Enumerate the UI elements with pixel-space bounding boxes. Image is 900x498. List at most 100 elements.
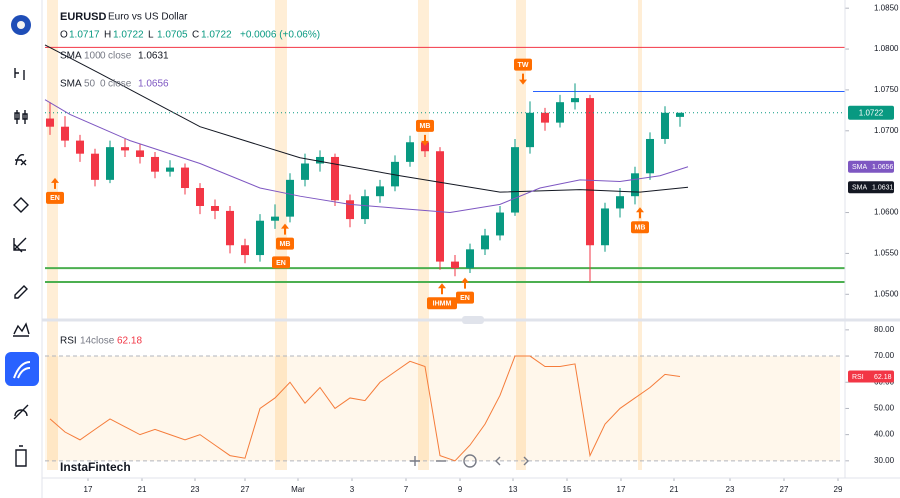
y-tick-label: 30.00 [874, 456, 895, 465]
indicator-value: 1.0631 [138, 51, 169, 62]
candle-body [466, 249, 474, 269]
candle-body [496, 212, 504, 236]
candle-body [421, 142, 429, 152]
tool-icon[interactable] [13, 322, 30, 337]
y-tick-label: 70.00 [874, 351, 895, 360]
last-price-badge [848, 105, 894, 120]
annotation-box [272, 256, 290, 269]
annotation-arrow [421, 134, 429, 146]
active-tool[interactable] [5, 352, 39, 386]
x-tick-label: 21 [138, 485, 147, 494]
tool-icon[interactable] [13, 237, 27, 253]
annotation-label: MB [280, 241, 291, 248]
annotation-box [276, 237, 294, 250]
candle-body [121, 147, 129, 151]
candle-body [646, 138, 654, 174]
x-tick-label: 13 [509, 485, 518, 494]
annotation-arrow [281, 223, 289, 235]
rsi-badge-value: 62.18 [874, 374, 892, 381]
tool-icon[interactable] [13, 404, 29, 420]
candle-body [241, 245, 249, 256]
candle-body [376, 186, 384, 197]
tool-icon[interactable] [14, 285, 28, 299]
candle-body [211, 206, 219, 211]
annotation-arrow [636, 207, 644, 219]
description: Euro vs US Dollar [108, 12, 188, 23]
candle-body [226, 210, 234, 246]
scroll-left[interactable] [495, 456, 501, 466]
candle-body [391, 161, 399, 187]
x-tick-label: 9 [458, 485, 463, 494]
tool-icon[interactable] [15, 154, 27, 166]
annotation-box [427, 297, 457, 310]
symbol: EURUSD [60, 11, 107, 23]
annotation-label: TW [518, 62, 529, 69]
sma-badge-name: SMA [852, 164, 868, 171]
sma-badge-name: SMA [852, 185, 868, 192]
annotation-label: EN [50, 195, 60, 202]
candle-body [76, 140, 84, 154]
ohlc-value: 1.0717 [69, 30, 100, 41]
annotation-arrow [461, 277, 469, 289]
scroll-right[interactable] [523, 456, 529, 466]
sma-badge [848, 181, 894, 194]
ohlc-value: 1.0722 [113, 30, 144, 41]
candle-body [61, 126, 69, 141]
rsi-line [49, 355, 681, 462]
tool-icon[interactable] [14, 110, 28, 124]
candle-body [256, 220, 264, 256]
candle-body [286, 179, 294, 217]
indicator-name: SMA [60, 51, 82, 62]
zoom-in[interactable] [410, 456, 420, 466]
candle-body [451, 261, 459, 269]
ohlc-key: C [192, 30, 199, 41]
candle-body [136, 150, 144, 157]
candle-body [196, 188, 204, 207]
price-change: +0.0006 (+0.06%) [240, 30, 320, 41]
candle-body [151, 156, 159, 172]
annotation-box [631, 221, 649, 234]
pane-grip[interactable] [462, 316, 484, 324]
annotation-box [46, 191, 64, 204]
x-tick-label: 17 [84, 485, 93, 494]
candle-body [661, 112, 669, 139]
candle-body [166, 167, 174, 172]
candle-body [616, 196, 624, 209]
sma-line [44, 44, 689, 193]
candle-body [601, 208, 609, 246]
plot: 1.0850 1.0800 1.0750 1.0700 1.0600 1.0550 1.05… [44, 0, 899, 494]
indicator-param: 50 [84, 79, 96, 90]
indicator-value: 62.18 [117, 336, 142, 347]
candle-body [271, 216, 279, 221]
y-tick-label: 1.0550 [874, 249, 899, 258]
indicator-name: RSI [60, 336, 77, 347]
candle-body [571, 98, 579, 103]
candle-body [316, 156, 324, 164]
tool-icon[interactable] [14, 68, 25, 80]
y-tick-label: 1.0700 [874, 126, 899, 135]
annotation-arrow [438, 283, 446, 295]
candle-body [526, 112, 534, 148]
candle-body [46, 118, 54, 127]
x-tick-label: 27 [241, 485, 250, 494]
indicator-source: close [108, 51, 132, 62]
candle-body [481, 235, 489, 250]
annotation-label: MB [420, 123, 431, 130]
highlight-band [638, 0, 642, 470]
watermark: InstaFintech [60, 460, 131, 474]
sma-badge-value: 1.0631 [872, 185, 894, 192]
candle-body [676, 112, 684, 117]
x-tick-label: Mar [291, 485, 305, 494]
indicator-source: close [108, 79, 132, 90]
candle-body [331, 156, 339, 201]
candle-body [556, 102, 564, 123]
tool-icon[interactable] [13, 197, 29, 213]
ohlc-key: H [104, 30, 111, 41]
tool-icon[interactable] [15, 445, 27, 467]
y-tick-label: 1.0500 [874, 289, 899, 298]
indicator-value: 1.0656 [138, 79, 169, 90]
toolbar-bg [0, 0, 42, 498]
reset[interactable] [463, 454, 477, 468]
annotation-box [416, 119, 434, 132]
